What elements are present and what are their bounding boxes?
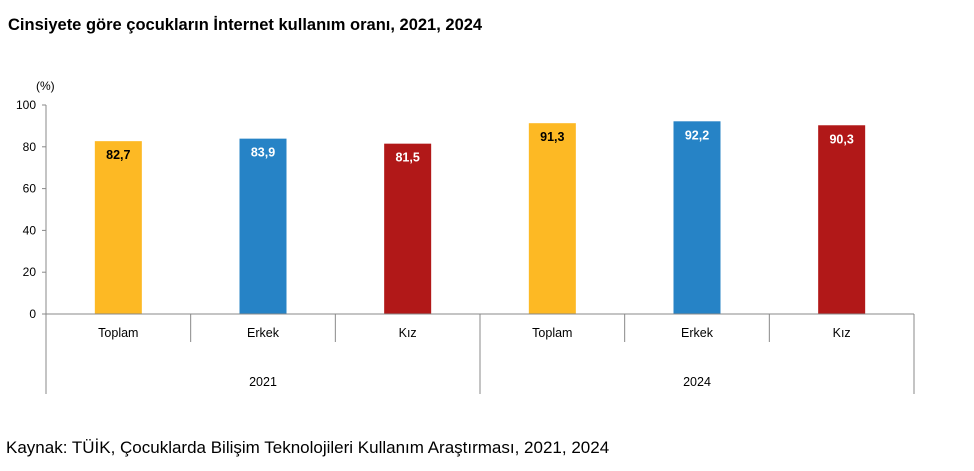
y-tick-label: 20: [23, 265, 37, 279]
bar-value-label: 82,7: [106, 148, 130, 162]
bars: 82,7 83,9 81,5 91,3 92,2 90,3: [94, 121, 866, 314]
y-tick-label: 40: [23, 223, 37, 237]
x-group-label: 2024: [683, 375, 711, 389]
x-category-label: Toplam: [532, 326, 572, 340]
source-note: Kaynak: TÜİK, Çocuklarda Bilişim Teknolo…: [6, 438, 610, 457]
chart-title: Cinsiyete göre çocukların İnternet kulla…: [8, 16, 483, 34]
bar-value-label: 90,3: [829, 132, 853, 146]
x-category-label: Kız: [399, 326, 417, 340]
y-tick-label: 0: [29, 307, 36, 321]
bar-value-label: 83,9: [251, 146, 275, 160]
x-category-label: Toplam: [98, 326, 138, 340]
x-category-label: Erkek: [681, 326, 714, 340]
y-unit-label: (%): [36, 79, 55, 93]
bar: [673, 121, 721, 314]
x-category-label: Erkek: [247, 326, 280, 340]
bar: [94, 141, 142, 314]
bar: [239, 138, 287, 314]
bar-chart: (%) 0 20 40 60 80 100 82,7 83,9 81,5 91,3 92,2 90,…: [16, 79, 915, 394]
bar: [528, 123, 576, 314]
y-axis: 0 20 40 60 80 100: [16, 98, 47, 321]
x-axis: Toplam Erkek Kız Toplam Erkek Kız 2021 2024: [45, 313, 915, 394]
bar: [384, 143, 432, 314]
bar: [818, 125, 866, 314]
bar-value-label: 81,5: [395, 151, 419, 165]
y-tick-label: 80: [23, 140, 37, 154]
bar-value-label: 92,2: [685, 128, 709, 142]
x-group-label: 2021: [249, 375, 277, 389]
y-tick-label: 60: [23, 182, 37, 196]
bar-value-label: 91,3: [540, 130, 564, 144]
y-tick-label: 100: [16, 98, 36, 112]
x-category-label: Kız: [833, 326, 851, 340]
